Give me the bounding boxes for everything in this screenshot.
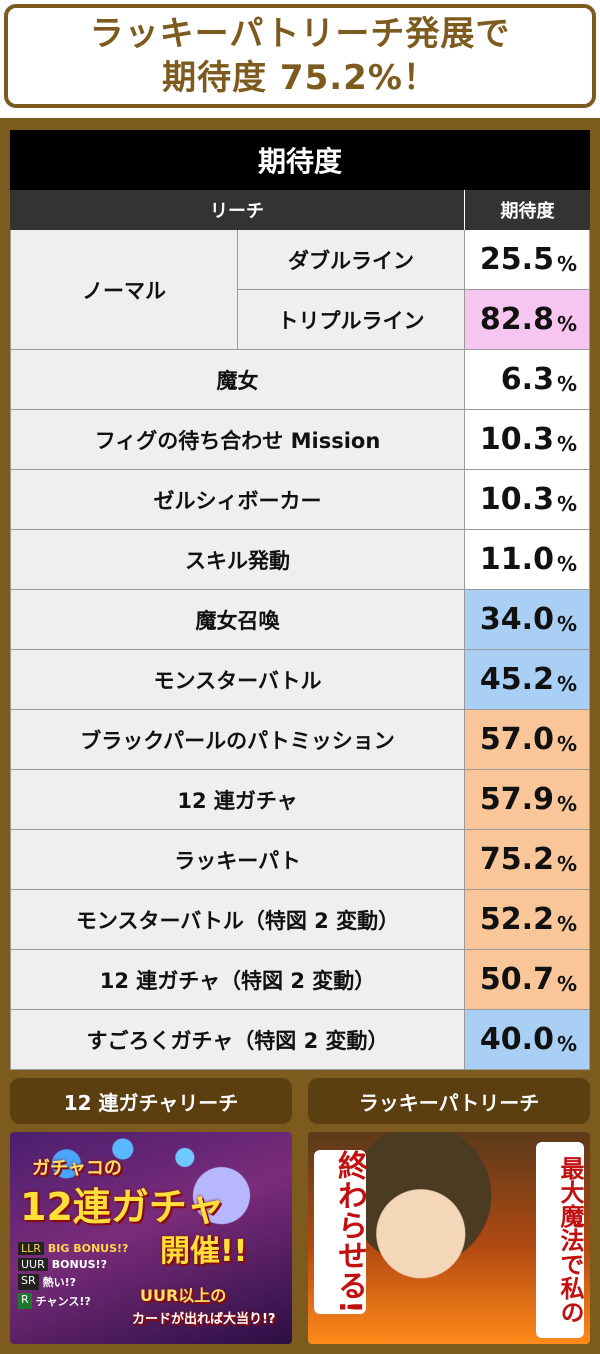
panel-label-gacha: 12 連ガチャリーチ bbox=[10, 1078, 292, 1124]
legend-text: チャンス!? bbox=[35, 1295, 91, 1308]
row-value: 40.0% bbox=[465, 1010, 590, 1070]
value-unit: % bbox=[556, 611, 577, 636]
row-value: 11.0% bbox=[465, 530, 590, 590]
row-label: すごろくガチャ（特図 2 変動） bbox=[10, 1010, 465, 1070]
value-number: 6.3 bbox=[500, 362, 554, 397]
legend-text: BIG BONUS!? bbox=[47, 1242, 129, 1255]
value-number: 45.2 bbox=[479, 662, 554, 697]
row-value: 10.3% bbox=[465, 410, 590, 470]
value-unit: % bbox=[556, 671, 577, 696]
row-value: 57.9% bbox=[465, 770, 590, 830]
row-label: トリプルライン bbox=[238, 290, 465, 350]
value-number: 10.3 bbox=[479, 422, 554, 457]
value-number: 75.2 bbox=[479, 842, 554, 877]
row-label: スキル発動 bbox=[10, 530, 465, 590]
value-unit: % bbox=[556, 911, 577, 936]
row-label: ラッキーパト bbox=[10, 830, 465, 890]
value-number: 52.2 bbox=[479, 902, 554, 937]
value-unit: % bbox=[556, 431, 577, 456]
row-value: 10.3% bbox=[465, 470, 590, 530]
row-value: 82.8% bbox=[465, 290, 590, 350]
value-unit: % bbox=[556, 851, 577, 876]
value-number: 50.7 bbox=[479, 962, 554, 997]
table-title: 期待度 bbox=[10, 130, 590, 190]
group-label-normal: ノーマル bbox=[10, 230, 238, 350]
value-number: 40.0 bbox=[479, 1022, 554, 1057]
row-value: 50.7% bbox=[465, 950, 590, 1010]
value-number: 25.5 bbox=[479, 242, 554, 277]
legend-rank: R bbox=[18, 1293, 32, 1309]
value-unit: % bbox=[556, 251, 577, 276]
value-number: 82.8 bbox=[479, 302, 554, 337]
gacha-caption-a: UUR以上の bbox=[140, 1286, 227, 1305]
legend-text: 熱い!? bbox=[42, 1276, 77, 1289]
value-unit: % bbox=[556, 791, 577, 816]
row-label: モンスターバトル（特図 2 変動） bbox=[10, 890, 465, 950]
row-value: 45.2% bbox=[465, 650, 590, 710]
lucky-text-right: 最大魔法で私の bbox=[536, 1142, 584, 1338]
legend-row: LLR BIG BONUS!? bbox=[18, 1242, 128, 1255]
gacha-legend: LLR BIG BONUS!? UUR BONUS!? SR 熱い!? R チャ… bbox=[18, 1242, 128, 1309]
legend-row: SR 熱い!? bbox=[18, 1274, 128, 1290]
gacha-reach-image: ガチャコの 12連ガチャ 開催!! LLR BIG BONUS!? UUR BO… bbox=[10, 1132, 292, 1344]
row-value: 57.0% bbox=[465, 710, 590, 770]
value-number: 57.0 bbox=[479, 722, 554, 757]
row-label: 12 連ガチャ bbox=[10, 770, 465, 830]
legend-row: R チャンス!? bbox=[18, 1293, 128, 1309]
gacha-title-a: ガチャコの bbox=[32, 1158, 122, 1179]
value-unit: % bbox=[556, 551, 577, 576]
expectation-table: 期待度 リーチ 期待度 ノーマル ダブルライン 25.5% トリプルライン 82.8% 魔… bbox=[10, 130, 590, 1070]
legend-rank: UUR bbox=[18, 1258, 48, 1271]
value-unit: % bbox=[556, 371, 577, 396]
legend-text: BONUS!? bbox=[51, 1258, 107, 1271]
legend-rank: SR bbox=[18, 1274, 39, 1290]
lucky-text-left: 終わらせる! bbox=[314, 1150, 367, 1314]
legend-rank: LLR bbox=[18, 1242, 44, 1255]
value-unit: % bbox=[556, 971, 577, 996]
row-label: ダブルライン bbox=[238, 230, 465, 290]
value-unit: % bbox=[556, 1031, 577, 1056]
header-expect: 期待度 bbox=[465, 190, 590, 230]
row-value: 25.5% bbox=[465, 230, 590, 290]
lucky-reach-image: 終わらせる! 最大魔法で私の bbox=[308, 1132, 590, 1344]
row-label: モンスターバトル bbox=[10, 650, 465, 710]
value-unit: % bbox=[556, 731, 577, 756]
row-value: 52.2% bbox=[465, 890, 590, 950]
headline-box: ラッキーパトリーチ発展で 期待度 75.2%！ bbox=[4, 4, 596, 108]
gacha-title-b: 12連ガチャ bbox=[20, 1185, 225, 1229]
value-unit: % bbox=[556, 491, 577, 516]
gacha-title-c: 開催!! bbox=[160, 1234, 248, 1269]
legend-row: UUR BONUS!? bbox=[18, 1258, 128, 1271]
row-label: 魔女召喚 bbox=[10, 590, 465, 650]
gacha-caption-b: カードが出れば大当り!? bbox=[132, 1312, 276, 1327]
value-number: 57.9 bbox=[479, 782, 554, 817]
headline-line-1: ラッキーパトリーチ発展で bbox=[89, 14, 511, 54]
row-label: ブラックパールのパトミッション bbox=[10, 710, 465, 770]
row-value: 34.0% bbox=[465, 590, 590, 650]
headline-line-2: 期待度 75.2%！ bbox=[162, 58, 438, 98]
header-reach: リーチ bbox=[10, 190, 464, 230]
value-number: 11.0 bbox=[479, 542, 554, 577]
row-label: 魔女 bbox=[10, 350, 465, 410]
row-value: 6.3% bbox=[465, 350, 590, 410]
row-label: ゼルシィボーカー bbox=[10, 470, 465, 530]
panel-label-lucky: ラッキーパトリーチ bbox=[308, 1078, 590, 1124]
row-label: 12 連ガチャ（特図 2 変動） bbox=[10, 950, 465, 1010]
value-number: 34.0 bbox=[479, 602, 554, 637]
row-label: フィグの待ち合わせ Mission bbox=[10, 410, 465, 470]
value-unit: % bbox=[556, 311, 577, 336]
row-value: 75.2% bbox=[465, 830, 590, 890]
value-number: 10.3 bbox=[479, 482, 554, 517]
